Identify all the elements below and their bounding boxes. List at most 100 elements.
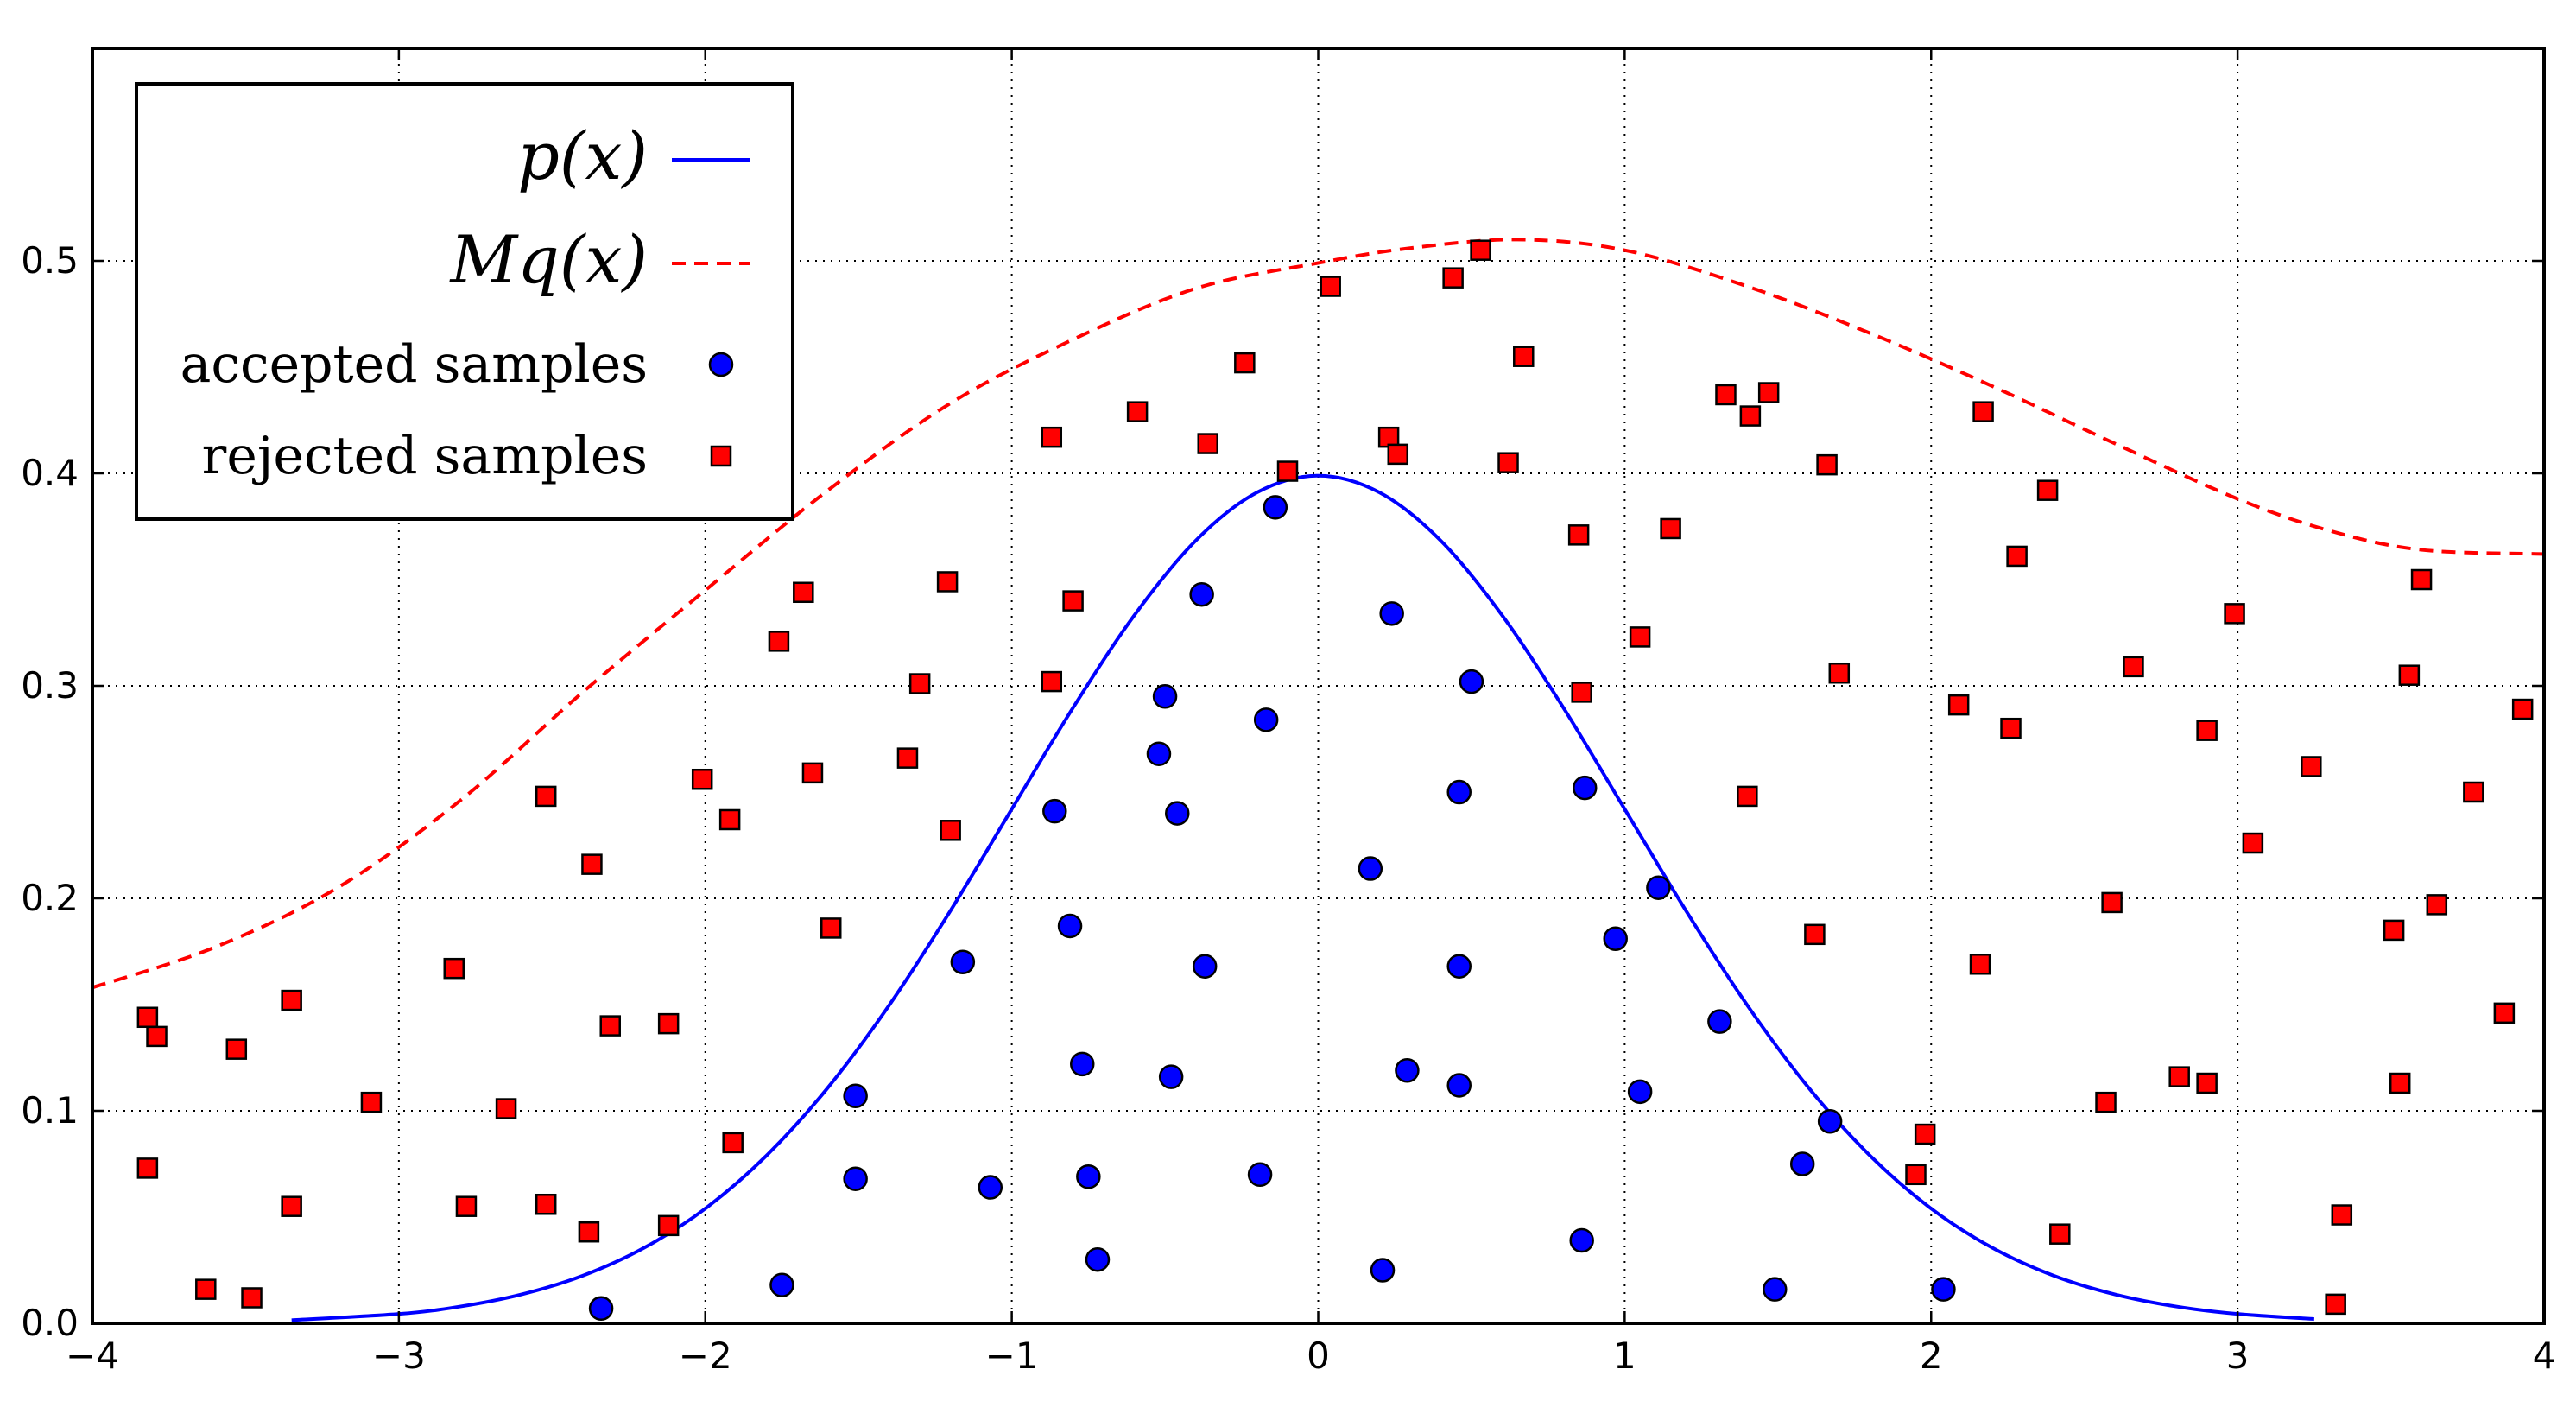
x-tick-label: 2 bbox=[1920, 1335, 1943, 1377]
rejected-sample-point bbox=[1126, 401, 1149, 422]
rejected-sample-point bbox=[2036, 479, 2059, 501]
x-tick-label: 1 bbox=[1613, 1335, 1636, 1377]
accepted-sample-point bbox=[1069, 1051, 1095, 1077]
rejected-sample-point bbox=[793, 581, 814, 604]
accepted-sample-point bbox=[1446, 779, 1472, 805]
rejected-sample-point bbox=[1816, 453, 1838, 476]
rejected-sample-point bbox=[1715, 384, 1737, 406]
rejected-sample-point bbox=[2196, 720, 2218, 741]
accepted-sample-point bbox=[1395, 1058, 1420, 1083]
accepted-sample-point bbox=[978, 1175, 1003, 1200]
rejected-sample-point bbox=[820, 917, 842, 939]
y-tick-label: 0.5 bbox=[21, 239, 79, 282]
mq-x-curve bbox=[92, 238, 2545, 990]
rejected-sample-point bbox=[1234, 352, 1256, 374]
y-tick-label: 0.3 bbox=[21, 664, 79, 707]
legend-circle-marker bbox=[708, 352, 734, 377]
accepted-sample-point bbox=[588, 1296, 614, 1322]
rejected-sample-point bbox=[2168, 1066, 2190, 1087]
rejected-sample-point bbox=[455, 1195, 478, 1217]
x-tick-label: −4 bbox=[66, 1335, 119, 1377]
rejected-sample-point bbox=[936, 571, 959, 593]
accepted-sample-point bbox=[1076, 1164, 1101, 1189]
accepted-sample-point bbox=[1379, 601, 1404, 626]
rejected-sample-point bbox=[691, 768, 713, 790]
rejected-sample-point bbox=[718, 808, 741, 831]
accepted-sample-point bbox=[950, 949, 976, 975]
grid-lines bbox=[92, 48, 2544, 1323]
rejected-sample-point bbox=[2511, 698, 2534, 720]
accepted-sample-point bbox=[1707, 1009, 1732, 1034]
rejected-sample-point bbox=[2049, 1223, 2071, 1245]
rejected-sample-point bbox=[1947, 694, 1970, 716]
rejected-sample-point bbox=[2000, 717, 2022, 739]
rejected-sample-point bbox=[1041, 426, 1063, 448]
rejected-sample-point bbox=[581, 853, 603, 875]
rejected-sample-point bbox=[195, 1278, 217, 1300]
legend-label: accepted samples bbox=[180, 334, 648, 395]
accepted-sample-point bbox=[1763, 1277, 1788, 1302]
rejected-sample-point bbox=[578, 1221, 600, 1243]
accepted-sample-point bbox=[843, 1083, 868, 1109]
rejected-sample-point bbox=[801, 762, 824, 784]
rejected-sample-point bbox=[657, 1012, 680, 1035]
sample-points bbox=[136, 239, 2534, 1322]
rejected-sample-point bbox=[2331, 1204, 2353, 1226]
rejected-sample-point bbox=[768, 631, 790, 652]
accepted-sample-point bbox=[1146, 741, 1172, 766]
rejected-sample-point bbox=[2426, 894, 2448, 916]
rejected-sample-point bbox=[599, 1015, 621, 1037]
rejected-sample-point bbox=[1914, 1123, 1936, 1145]
legend-label: p(x) bbox=[517, 117, 648, 194]
accepted-sample-point bbox=[1192, 954, 1218, 979]
rejected-sample-point bbox=[2301, 756, 2322, 777]
rejected-sample-point bbox=[1737, 785, 1758, 808]
rejected-sample-point bbox=[1041, 670, 1063, 693]
rejected-sample-point bbox=[1571, 682, 1592, 703]
rejected-sample-point bbox=[443, 957, 465, 980]
x-tick-label: −2 bbox=[679, 1335, 732, 1377]
rejected-sample-point bbox=[1387, 443, 1409, 466]
rejected-sample-point bbox=[2101, 891, 2123, 914]
x-tick-label: 3 bbox=[2226, 1335, 2250, 1377]
accepted-sample-point bbox=[1189, 581, 1214, 607]
rejected-sample-point bbox=[1828, 662, 1851, 684]
rejected-sample-point bbox=[657, 1214, 680, 1237]
curves bbox=[92, 238, 2545, 1322]
rejected-sample-point bbox=[908, 673, 931, 694]
y-tick-label: 0.4 bbox=[21, 452, 79, 494]
accepted-sample-point bbox=[1165, 801, 1190, 826]
rejected-sample-point bbox=[1757, 382, 1780, 403]
rejected-sample-point bbox=[2325, 1293, 2346, 1316]
accepted-sample-point bbox=[1158, 1064, 1184, 1089]
rejected-sample-point bbox=[2123, 656, 2144, 678]
rejected-sample-point bbox=[1739, 405, 1762, 427]
rejected-sample-point bbox=[2463, 781, 2484, 803]
accepted-sample-point bbox=[769, 1272, 794, 1297]
x-tick-label: 4 bbox=[2533, 1335, 2556, 1377]
legend-box bbox=[135, 82, 794, 521]
x-tick-label: −1 bbox=[985, 1335, 1039, 1377]
rejected-sample-point bbox=[2389, 1072, 2411, 1094]
rejected-sample-point bbox=[136, 1006, 159, 1029]
accepted-sample-point bbox=[1358, 856, 1383, 881]
rejected-sample-point bbox=[146, 1025, 168, 1048]
rejected-sample-point bbox=[1062, 590, 1084, 612]
accepted-sample-point bbox=[1446, 954, 1472, 979]
accepted-sample-point bbox=[1152, 684, 1178, 709]
rejected-sample-point bbox=[2383, 919, 2405, 942]
accepted-sample-point bbox=[1042, 798, 1067, 824]
p-x-curve bbox=[291, 473, 2314, 1322]
x-tick-label: −3 bbox=[372, 1335, 426, 1377]
rejected-sample-point bbox=[1470, 239, 1491, 261]
accepted-sample-point bbox=[1646, 875, 1671, 900]
rejected-sample-point bbox=[2006, 545, 2028, 568]
y-tick-label: 0.1 bbox=[21, 1089, 79, 1132]
rejected-sample-point bbox=[1442, 267, 1464, 289]
rejected-sample-point bbox=[241, 1287, 263, 1309]
legend-label: rejected samples bbox=[202, 426, 648, 486]
rejected-sample-point bbox=[2398, 664, 2421, 686]
axis-ticks: −4 −3 −2 −1 0 1 2 3 4 0.0 0.1 0.2 0.3 0.4 0.5 bbox=[21, 48, 2555, 1377]
legend: p(x) Mq(x) accepted samples rejected sample… bbox=[135, 82, 794, 521]
